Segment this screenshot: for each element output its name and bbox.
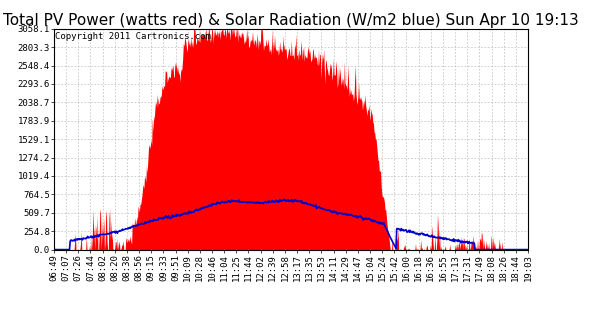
Text: Copyright 2011 Cartronics.com: Copyright 2011 Cartronics.com	[55, 32, 211, 41]
Title: Total PV Power (watts red) & Solar Radiation (W/m2 blue) Sun Apr 10 19:13: Total PV Power (watts red) & Solar Radia…	[3, 12, 579, 28]
